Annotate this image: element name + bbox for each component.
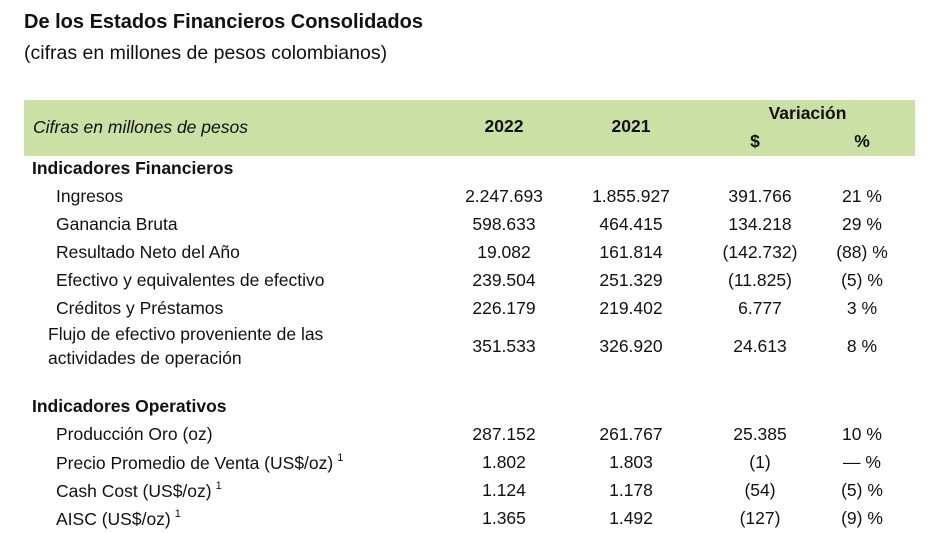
- header-units-label: Cifras en millones de pesos: [33, 117, 248, 137]
- row-label: Flujo de efectivo proveniente de las act…: [48, 324, 324, 368]
- value-2021: 251.329: [599, 270, 663, 290]
- footnote-marker: 1: [215, 480, 222, 492]
- value-variacion: (11.825): [728, 270, 792, 290]
- report-title: De los Estados Financieros Consolidados: [24, 11, 423, 33]
- value-pct: (5) %: [841, 480, 883, 500]
- value-variacion: (54): [744, 480, 776, 500]
- header-variacion-abs: $: [750, 131, 760, 151]
- value-2022: 1.124: [482, 480, 526, 500]
- value-pct: 29 %: [842, 214, 882, 234]
- table-row: AISC (US$/oz) 1 1.365 1.492 (127) (9) %: [0, 505, 938, 533]
- row-label: Créditos y Préstamos: [56, 298, 224, 318]
- value-2021: 219.402: [599, 298, 663, 318]
- value-2021: 1.178: [609, 480, 653, 500]
- value-variacion: 6.777: [738, 298, 782, 318]
- value-2022: 19.082: [477, 242, 531, 262]
- value-variacion: 391.766: [728, 186, 792, 206]
- value-2022: 351.533: [472, 336, 536, 356]
- value-2021: 1.803: [609, 452, 653, 472]
- value-pct: 3 %: [846, 298, 878, 318]
- value-2022: 2.247.693: [465, 186, 543, 206]
- value-2021: 464.415: [599, 214, 663, 234]
- section-title-operativos: Indicadores Operativos: [32, 396, 227, 416]
- table-row: Efectivo y equivalentes de efectivo 239.…: [0, 267, 938, 295]
- row-label: AISC (US$/oz) 1: [56, 508, 181, 529]
- value-2022: 287.152: [472, 424, 536, 444]
- report-subtitle: (cifras en millones de pesos colombianos…: [24, 42, 388, 64]
- value-pct: 21 %: [842, 186, 882, 206]
- table-row: Flujo de efectivo proveniente de las act…: [0, 322, 938, 372]
- row-label: Cash Cost (US$/oz) 1: [56, 480, 222, 501]
- value-variacion: (127): [739, 508, 781, 528]
- footnote-marker: 1: [174, 508, 181, 520]
- table-row: Ganancia Bruta 598.633 464.415 134.218 2…: [0, 211, 938, 239]
- value-2022: 226.179: [472, 298, 536, 318]
- value-2021: 326.920: [599, 336, 663, 356]
- value-pct: (9) %: [841, 508, 883, 528]
- value-2022: 598.633: [472, 214, 536, 234]
- table-row: Resultado Neto del Año 19.082 161.814 (1…: [0, 239, 938, 267]
- value-2022: 1.802: [482, 452, 526, 472]
- value-pct: 10 %: [842, 424, 882, 444]
- value-2021: 1.492: [609, 508, 653, 528]
- table-row: Créditos y Préstamos 226.179 219.402 6.7…: [0, 295, 938, 323]
- value-2021: 261.767: [599, 424, 663, 444]
- row-label: Precio Promedio de Venta (US$/oz) 1: [56, 452, 344, 473]
- row-label: Ganancia Bruta: [56, 214, 178, 234]
- value-pct: (88) %: [836, 242, 888, 262]
- row-label: Resultado Neto del Año: [56, 242, 240, 262]
- value-2021: 1.855.927: [592, 186, 670, 206]
- row-label: Efectivo y equivalentes de efectivo: [56, 270, 325, 290]
- row-label: Producción Oro (oz): [56, 424, 213, 444]
- table-row: Cash Cost (US$/oz) 1 1.124 1.178 (54) (5)…: [0, 477, 938, 505]
- header-variacion-pct: %: [854, 131, 870, 151]
- value-pct: (5) %: [841, 270, 883, 290]
- value-pct: 8 %: [846, 336, 878, 356]
- section-title-financieros: Indicadores Financieros: [32, 158, 234, 178]
- value-pct: — %: [843, 452, 881, 472]
- value-variacion: 24.613: [733, 336, 787, 356]
- value-variacion: (142.732): [722, 242, 798, 262]
- table-row: Producción Oro (oz) 287.152 261.767 25.3…: [0, 421, 938, 449]
- value-variacion: 25.385: [733, 424, 787, 444]
- value-variacion: 134.218: [728, 214, 792, 234]
- header-2022: 2022: [484, 116, 524, 136]
- header-2021: 2021: [611, 116, 651, 136]
- value-2022: 239.504: [472, 270, 536, 290]
- header-variacion: Variación: [768, 103, 847, 123]
- row-label: Ingresos: [56, 186, 124, 206]
- table-row: Ingresos 2.247.693 1.855.927 391.766 21 …: [0, 183, 938, 211]
- footnote-marker: 1: [337, 452, 344, 464]
- value-2021: 161.814: [599, 242, 663, 262]
- table-header-band: [24, 100, 915, 156]
- value-variacion: (1): [749, 452, 771, 472]
- value-2022: 1.365: [482, 508, 526, 528]
- table-row: Precio Promedio de Venta (US$/oz) 1 1.802…: [0, 449, 938, 477]
